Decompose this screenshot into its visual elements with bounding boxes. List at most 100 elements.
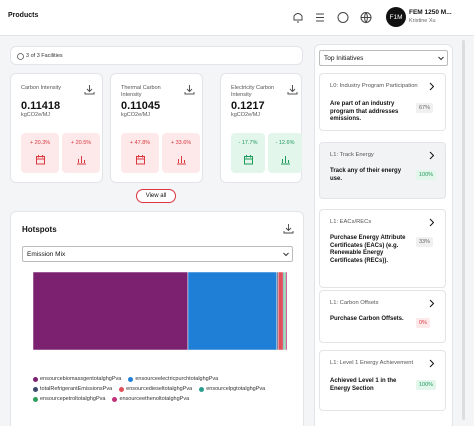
- chevron-right: [429, 359, 435, 368]
- initiative-card[interactable]: L1: Level 1 Energy Achievement Achieved L…: [319, 350, 446, 411]
- legend-item[interactable]: totalRefrigerantEmissionsPva: [33, 386, 112, 392]
- help-icon[interactable]: [337, 12, 349, 23]
- initiative-card[interactable]: L0: Industry Program Participation Are pa…: [319, 73, 446, 131]
- metric-label: Thermal Carbon Intensity: [121, 85, 161, 98]
- initiative-title: L0: Industry Program Participation: [330, 83, 418, 89]
- metric-card: Thermal Carbon Intensity 0.11045 kgCO2e/MJ…: [110, 73, 203, 183]
- bar-segment[interactable]: [277, 272, 284, 350]
- legend-swatch: [199, 386, 205, 392]
- chart-icon: [176, 156, 186, 165]
- metric-unit: kgCO2e/MJ: [21, 112, 51, 118]
- avatar[interactable]: F1M: [386, 7, 406, 27]
- initiatives-panel: Top Initiatives L0: Industry Program Par…: [314, 44, 453, 426]
- legend-swatch: [33, 386, 38, 392]
- change-value: + 20.5%: [70, 140, 92, 146]
- initiative-description: Purchase Carbon Offsets.: [330, 316, 404, 322]
- metric-card: Electricity Carbon Intensity 0.1217 kgCO2e…: [220, 73, 302, 183]
- change-badge[interactable]: - 12.6%: [268, 133, 302, 173]
- facility-filter[interactable]: 3 of 3 Facilities: [10, 46, 303, 65]
- metric-unit: kgCO2e/MJ: [121, 112, 151, 118]
- metric-unit: kgCO2e/MJ: [231, 112, 261, 118]
- user-name: FEM 1250 M...: [409, 9, 452, 16]
- metric-value: 0.1217: [231, 100, 265, 112]
- legend-item[interactable]: ensourcelpgtotalghgPva: [199, 386, 265, 392]
- download-icon[interactable]: [283, 223, 294, 234]
- legend-label: ensourcedieseltotalghgPva: [126, 386, 193, 392]
- hotspots-panel: Hotspots Emission Mix ensourcebiomassgen…: [10, 211, 304, 426]
- metric-label: Carbon Intensity: [21, 85, 62, 91]
- top-bar: Products F1M FEM 1250 M... Kristine Xu: [0, 0, 474, 36]
- select-value: Emission Mix: [27, 251, 66, 258]
- initiative-description: Are part of an industry program that add…: [330, 101, 399, 122]
- legend-swatch: [112, 396, 118, 402]
- metric-label: Electricity Carbon Intensity: [231, 85, 275, 98]
- initiative-title: L1: Carbon Offsets: [330, 300, 379, 306]
- emission-select[interactable]: Emission Mix: [22, 246, 293, 262]
- legend-label: ensourcepetroltotalghgPva: [40, 396, 106, 402]
- initiatives-select[interactable]: Top Initiatives: [319, 50, 448, 66]
- legend-label: ensourcelpgtotalghgPva: [206, 386, 266, 392]
- filter-icon: [17, 53, 24, 60]
- change-badge[interactable]: + 47.8%: [121, 133, 159, 173]
- calendar-icon: [135, 155, 145, 165]
- initiative-description: Track any of their energy use.: [330, 168, 402, 182]
- initiative-percent: 100%: [416, 380, 437, 390]
- download-icon: [287, 85, 298, 95]
- bell-icon[interactable]: [293, 13, 303, 23]
- chevron: [283, 252, 289, 257]
- chart-icon: [280, 156, 290, 165]
- chevron-right: [429, 218, 435, 227]
- legend-swatch: [33, 396, 38, 402]
- facility-label: 3 of 3 Facilities: [26, 53, 63, 59]
- legend: ensourcebiomassgentotalghgPva ensourceele…: [33, 376, 293, 402]
- initiative-title: L1: Level 1 Energy Achievement: [330, 360, 414, 366]
- scrollbar[interactable]: [462, 40, 465, 420]
- legend-label: ensourceethenoltotalghgPva: [119, 396, 190, 402]
- chevron-right: [429, 299, 435, 308]
- select-value: Top Initiatives: [324, 55, 364, 62]
- calendar-icon: [243, 155, 253, 165]
- stacked-bar-chart: [33, 272, 287, 350]
- chevron-right: [429, 82, 435, 91]
- initiative-percent: 67%: [416, 103, 434, 113]
- initiative-card[interactable]: L1: EACs/RECs Purchase Energy Attribute C…: [319, 209, 446, 288]
- metric-value: 0.11045: [121, 100, 161, 112]
- bar-segment[interactable]: [33, 272, 189, 350]
- filter-icon[interactable]: [316, 13, 324, 22]
- initiative-percent: 100%: [416, 170, 437, 180]
- hotspots-title: Hotspots: [22, 225, 57, 234]
- chevron-right: [429, 151, 435, 160]
- legend-item[interactable]: ensourceethenoltotalghgPva: [112, 396, 189, 402]
- legend-label: ensourceelectricpurchtotalghgPva: [135, 376, 219, 382]
- initiative-description: Achieved Level 1 in the Energy Section: [330, 378, 397, 392]
- legend-swatch: [119, 386, 125, 392]
- initiative-description: Purchase Energy Attribute Certificates (…: [330, 235, 406, 264]
- legend-swatch: [33, 376, 38, 382]
- initiative-title: L1: EACs/RECs: [330, 219, 372, 225]
- bar-segment[interactable]: [187, 272, 278, 350]
- legend-label: totalRefrigerantEmissionsPva: [40, 386, 113, 392]
- legend-item[interactable]: ensourceelectricpurchtotalghgPva: [128, 376, 218, 382]
- legend-swatch: [128, 376, 134, 382]
- initiative-card[interactable]: L1: Carbon Offsets Purchase Carbon Offset…: [319, 290, 446, 343]
- initiative-card[interactable]: L1: Track Energy Track any of their energ…: [319, 142, 446, 199]
- change-badge[interactable]: - 17.7%: [231, 133, 265, 173]
- change-value: - 17.7%: [238, 140, 258, 146]
- download-icon: [84, 85, 95, 95]
- bar-segment[interactable]: [285, 272, 287, 350]
- change-badge[interactable]: + 20.3%: [21, 133, 59, 173]
- view-all-button[interactable]: View all: [136, 189, 176, 203]
- legend-item[interactable]: ensourcedieseltotalghgPva: [119, 386, 192, 392]
- summary-area: 3 of 3 Facilities Carbon Intensity 0.1141…: [8, 42, 305, 204]
- legend-item[interactable]: ensourcebiomassgentotalghgPva: [33, 376, 121, 382]
- initiative-title: L1: Track Energy: [330, 152, 374, 158]
- calendar-icon: [35, 155, 45, 165]
- legend-item[interactable]: ensourcepetroltotalghgPva: [33, 396, 105, 402]
- user-subtitle: Kristine Xu: [409, 18, 436, 24]
- initiative-percent: 33%: [416, 237, 434, 247]
- change-badge[interactable]: + 20.5%: [62, 133, 100, 173]
- change-value: + 33.6%: [170, 140, 192, 146]
- metric-value: 0.11418: [21, 100, 61, 112]
- change-badge[interactable]: + 33.6%: [162, 133, 200, 173]
